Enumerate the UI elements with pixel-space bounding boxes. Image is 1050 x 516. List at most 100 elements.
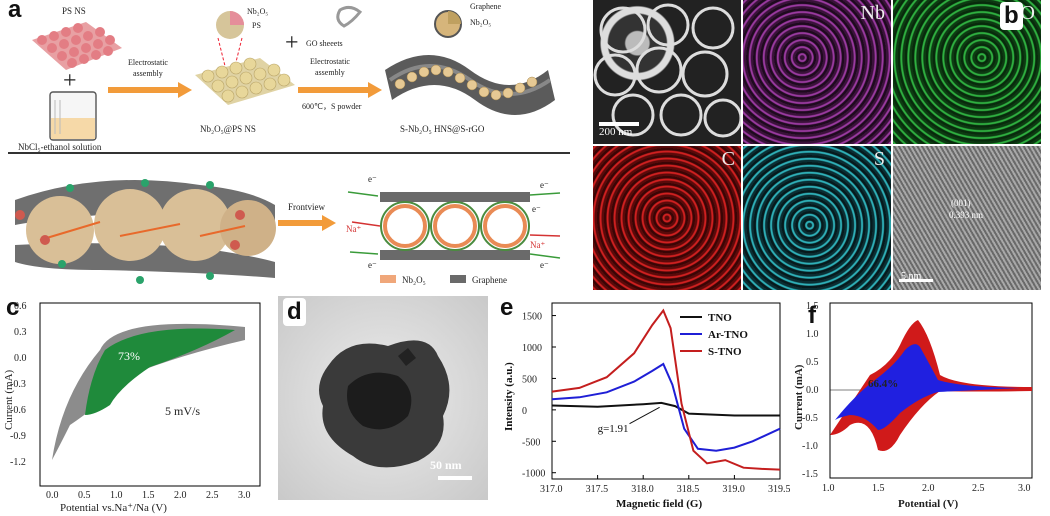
epr-chart: 317.0 317.5 318.0 318.5 319.0 319.5 1500 1000 50… bbox=[503, 302, 790, 510]
x-ticks-f: 1.0 1.5 2.0 2.5 3.0 bbox=[822, 483, 1031, 494]
x-tick-label-e: 319.0 bbox=[722, 484, 745, 495]
svg-text:2.0: 2.0 bbox=[174, 490, 187, 501]
legend-swatch-nb2o5 bbox=[380, 275, 396, 283]
cv-capacitive-area bbox=[85, 328, 235, 415]
svg-text:0.6: 0.6 bbox=[14, 301, 27, 312]
svg-text:2.5: 2.5 bbox=[972, 483, 985, 494]
svg-text:1.0: 1.0 bbox=[822, 483, 835, 494]
go-sheet-icon bbox=[336, 5, 363, 28]
x-label-f: Potential (V) bbox=[898, 498, 959, 510]
cv-plot-c: 0.6 0.3 0.0 -0.3 -0.6 -0.9 -1.2 0.0 0.5 … bbox=[3, 301, 261, 514]
x-tick-label-e: 318.0 bbox=[631, 484, 654, 495]
svg-text:2.0: 2.0 bbox=[922, 483, 935, 494]
svg-text:0.5: 0.5 bbox=[78, 490, 91, 501]
svg-text:3.0: 3.0 bbox=[1018, 483, 1031, 494]
core-shell-sphere bbox=[216, 11, 244, 39]
panel-d: 50 nm bbox=[278, 296, 488, 500]
tem-spheres bbox=[593, 3, 743, 138]
scan-rate-label: 5 mV/s bbox=[165, 404, 200, 418]
ion-particles bbox=[15, 179, 245, 284]
panel-label-f: f bbox=[808, 302, 816, 329]
svg-text:1.5: 1.5 bbox=[806, 301, 819, 312]
panel-a: PS NS + NbCl₅-ethanol solution Electrost… bbox=[0, 0, 575, 290]
label-ps: PS bbox=[252, 21, 261, 30]
label-nb2o5-right: Nb₂O₅ bbox=[470, 18, 491, 27]
label-product: S-Nb₂O₅ HNS@S-rGO bbox=[400, 124, 485, 134]
y-tick-label-e: 0 bbox=[522, 406, 527, 417]
graphene-wrapped-spheres bbox=[385, 55, 555, 115]
svg-text:-1.0: -1.0 bbox=[802, 441, 818, 452]
series-line-s-tno bbox=[551, 308, 781, 471]
svg-text:1.5: 1.5 bbox=[872, 483, 885, 494]
x-ticks-c: 0.0 0.5 1.0 1.5 2.0 2.5 3.0 bbox=[46, 490, 251, 501]
svg-text:-0.6: -0.6 bbox=[10, 405, 26, 416]
scale-bar-5nm-line bbox=[899, 279, 933, 282]
panel-label-d: d bbox=[283, 298, 306, 326]
annotation-g-value: g=1.91 bbox=[598, 423, 629, 435]
eds-map-s: S bbox=[743, 146, 891, 290]
eds-map-nb: Nb bbox=[743, 0, 891, 144]
x-tick-label-e: 317.5 bbox=[586, 484, 609, 495]
svg-text:-0.9: -0.9 bbox=[10, 431, 26, 442]
panel-label-e: e bbox=[500, 294, 514, 321]
element-label-o: O bbox=[1020, 2, 1035, 24]
panel-e: 317.0 317.5 318.0 318.5 319.0 319.5 1500 1000 50… bbox=[500, 295, 790, 516]
y-tick-label-e: -1000 bbox=[522, 469, 545, 480]
svg-text:1.0: 1.0 bbox=[110, 490, 123, 501]
panel-c: 0.6 0.3 0.0 -0.3 -0.6 -0.9 -1.2 0.0 0.5 … bbox=[0, 295, 265, 516]
plus-sign-1: + bbox=[63, 68, 77, 94]
element-label-nb: Nb bbox=[860, 2, 885, 24]
y-ticks-f: 1.5 1.0 0.5 0.0 -0.5 -1.0 -1.5 bbox=[802, 301, 819, 480]
svg-text:2.5: 2.5 bbox=[206, 490, 219, 501]
svg-text:0.0: 0.0 bbox=[806, 385, 819, 396]
label-e-minus-3: e⁻ bbox=[532, 204, 541, 214]
lattice-spacing: 0.393 nm bbox=[949, 210, 984, 220]
hrtem-tile: (001) 0.393 nm 5 nm bbox=[893, 146, 1041, 290]
svg-text:0.0: 0.0 bbox=[14, 353, 27, 364]
x-label-e: Magnetic field (G) bbox=[616, 498, 702, 510]
x-tick-label-e: 317.0 bbox=[540, 484, 563, 495]
plot-frame-c bbox=[39, 302, 261, 487]
cv-outer-area bbox=[52, 323, 245, 460]
y-tick-label-e: -500 bbox=[522, 437, 540, 448]
capacitive-percent-f: 66.4% bbox=[868, 378, 898, 390]
label-e-minus-5: e⁻ bbox=[540, 260, 549, 270]
label-nbcl5: NbCl₅-ethanol solution bbox=[18, 142, 102, 152]
arrow-step-2 bbox=[298, 82, 382, 98]
tem-image-d bbox=[319, 340, 472, 480]
label-nb2o5-top: Nb₂O₅ bbox=[247, 7, 268, 16]
graphene-shell-sphere bbox=[434, 10, 462, 38]
svg-text:3.0: 3.0 bbox=[238, 490, 251, 501]
sandwich-schematic bbox=[15, 180, 276, 278]
cv-plot-f: 1.5 1.0 0.5 0.0 -0.5 -1.0 -1.5 1.0 1.5 2… bbox=[793, 301, 1033, 510]
legend-label-graphene: Graphene bbox=[472, 275, 507, 285]
y-label-f: Current (mA) bbox=[793, 364, 805, 430]
element-label-s: S bbox=[873, 148, 885, 170]
svg-text:-1.2: -1.2 bbox=[10, 457, 26, 468]
label-graphene-top: Graphene bbox=[470, 2, 502, 11]
panel-b: 200 nm Nb O C S (001) 0.393 nm 5 nm bbox=[593, 0, 1045, 290]
arrow-step-1 bbox=[108, 82, 192, 98]
scale-bar-50nm: 50 nm bbox=[430, 458, 462, 472]
y-tick-label-e: 1500 bbox=[522, 312, 542, 323]
label-electrostatic-2: Electrostatic bbox=[310, 57, 350, 66]
scale-bar-200nm: 200 nm bbox=[599, 126, 633, 138]
divider-line bbox=[8, 152, 570, 154]
scale-bar-5nm: 5 nm bbox=[901, 271, 922, 282]
svg-text:0.5: 0.5 bbox=[806, 357, 819, 368]
y-tick-label-e: 500 bbox=[522, 374, 537, 385]
lattice-label: (001) bbox=[951, 198, 971, 208]
x-tick-label-e: 319.5 bbox=[768, 484, 790, 495]
legend-label-e: TNO bbox=[708, 312, 732, 324]
label-conditions: 600℃，S powder bbox=[302, 102, 362, 111]
y-tick-label-e: 1000 bbox=[522, 343, 542, 354]
cv-capacitive-area-f bbox=[835, 344, 1020, 430]
label-ps-ns: PS NS bbox=[62, 6, 86, 16]
legend-label-e: Ar-TNO bbox=[708, 329, 748, 341]
label-nb2o5-ps-ns: Nb₂O₅@PS NS bbox=[200, 124, 256, 134]
front-view-diagram bbox=[347, 191, 561, 260]
svg-text:-0.5: -0.5 bbox=[802, 413, 818, 424]
series-line-ar-tno bbox=[551, 362, 781, 452]
beaker-icon bbox=[49, 91, 97, 141]
element-label-c: C bbox=[721, 148, 735, 170]
